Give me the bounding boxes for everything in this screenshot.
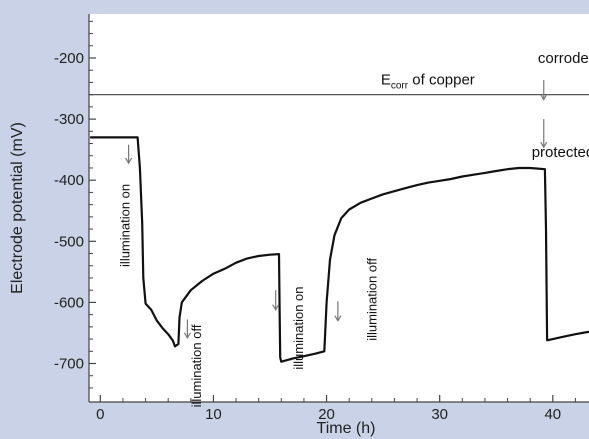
annotation-illumination-5: illumination off bbox=[364, 258, 379, 341]
series-line bbox=[90, 136, 589, 363]
x-tick-label: 40 bbox=[544, 406, 561, 423]
illumination-off-arrow-1-head bbox=[183, 332, 191, 340]
y-tick-label: -500 bbox=[54, 233, 84, 250]
x-tick-label: 20 bbox=[318, 406, 335, 423]
plot-area bbox=[89, 14, 589, 402]
corroded-arrow-head bbox=[540, 94, 548, 101]
y-tick-label: -200 bbox=[54, 50, 84, 67]
ecorr-reference: Ecorr of copper bbox=[89, 72, 589, 96]
illumination-on-arrow-2-head bbox=[272, 304, 280, 311]
y-tick-label: -700 bbox=[54, 356, 84, 373]
x-tick-label: 30 bbox=[431, 406, 448, 423]
annotations: corroded protected illumination on illumina… bbox=[118, 50, 589, 408]
x-axis-title: Time (h) bbox=[317, 420, 376, 437]
x-tick-label: 0 bbox=[96, 406, 104, 423]
annotation-arrows bbox=[125, 79, 548, 340]
annotation-corroded: corroded bbox=[538, 50, 589, 67]
annotation-illumination-4: illumination on bbox=[291, 287, 306, 370]
y-tick-label: -400 bbox=[54, 172, 84, 189]
y-tick-label: -300 bbox=[54, 111, 84, 128]
axis-ticks: 0 10 20 30 40 -200 -300 -400 -500 -600 -700 bbox=[54, 20, 576, 423]
annotation-illumination-2: illumination on bbox=[118, 184, 133, 267]
illumination-on-arrow-1-head bbox=[125, 157, 133, 165]
annotation-protected: protected bbox=[532, 144, 589, 161]
illumination-off-arrow-2-head bbox=[334, 315, 342, 322]
annotation-illumination-3: illumination off bbox=[189, 324, 204, 407]
y-axis-title: Electrode potential (mV) bbox=[9, 122, 26, 294]
x-tick-label: 10 bbox=[205, 406, 222, 423]
y-tick-label: -600 bbox=[54, 294, 84, 311]
protected-arrow-head bbox=[540, 141, 548, 149]
